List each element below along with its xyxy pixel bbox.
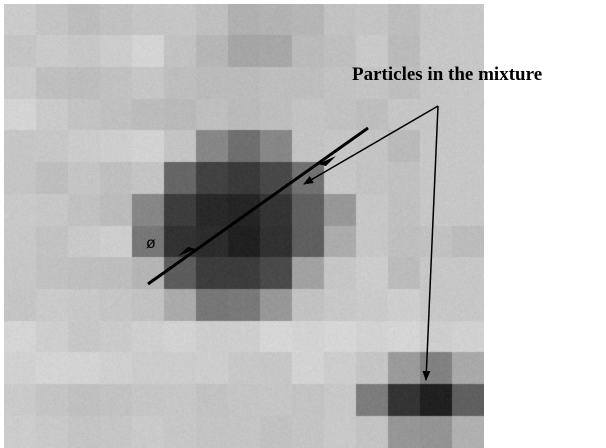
diameter-symbol: ø xyxy=(146,235,156,252)
particles-label: Particles in the mixture xyxy=(352,64,543,85)
